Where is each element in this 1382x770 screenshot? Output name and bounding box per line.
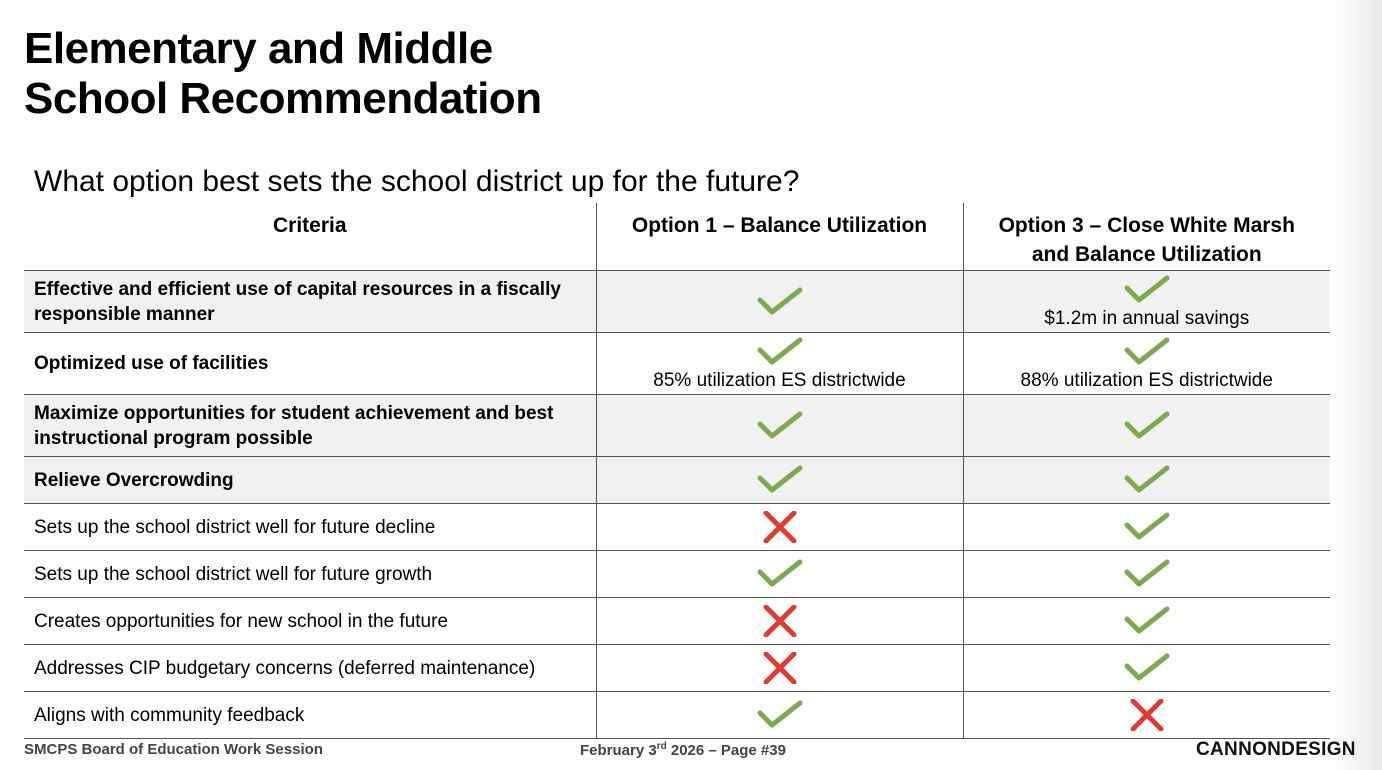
check-icon [1124,465,1170,493]
table-row: Sets up the school district well for fut… [24,550,1330,598]
criteria-cell: Relieve Overcrowding [24,456,596,504]
check-icon [757,465,802,493]
option-3-cell [962,456,1330,504]
criteria-cell: Addresses CIP budgetary concerns (deferr… [24,644,596,692]
header-option-1: Option 1 – Balance Utilization [595,203,963,271]
criteria-comparison-table: Criteria Option 1 – Balance Utilization … [24,203,1330,739]
footer-date-suffix-sup: rd [656,741,667,752]
cell-note: 88% utilization ES districtwide [1020,369,1273,391]
check-icon [1124,411,1170,438]
check-icon [1124,275,1170,302]
table-body: Effective and efficient use of capital r… [24,270,1330,739]
check-icon [1124,606,1170,634]
check-icon [1124,337,1170,364]
criteria-cell: Sets up the school district well for fut… [24,503,596,551]
option-3-cell: $1.2m in annual savings [962,270,1330,333]
criteria-cell: Effective and efficient use of capital r… [24,270,596,333]
check-icon [1124,653,1170,681]
table-row: Relieve Overcrowding [24,456,1330,504]
option-1-cell [595,270,963,333]
option-1-cell: 85% utilization ES districtwide [595,332,963,395]
table-row: Effective and efficient use of capital r… [24,270,1330,333]
criteria-cell: Sets up the school district well for fut… [24,550,596,598]
check-icon [757,700,802,728]
criteria-cell: Optimized use of facilities [24,332,596,395]
criteria-cell: Creates opportunities for new school in … [24,597,596,645]
table-row: Addresses CIP budgetary concerns (deferr… [24,644,1330,692]
footer-date-page-text: 2026 – Page #39 [666,742,786,759]
option-1-cell [595,503,963,551]
check-icon [757,287,802,314]
option-1-cell [595,550,963,598]
option-3-cell [962,550,1330,598]
footer-session-label: SMCPS Board of Education Work Session [24,741,323,758]
option-3-cell: 88% utilization ES districtwide [962,332,1330,395]
option-3-cell [962,394,1330,457]
footer-date-page: February 3rd 2026 – Page #39 [580,741,786,759]
check-icon [757,337,802,364]
table-header-row: Criteria Option 1 – Balance Utilization … [24,203,1330,271]
cell-note: 85% utilization ES districtwide [653,369,906,391]
option-3-cell [962,691,1330,739]
table-row: Sets up the school district well for fut… [24,503,1330,551]
criteria-cell: Aligns with community feedback [24,691,596,739]
cross-icon [763,605,796,637]
option-1-cell [595,456,963,504]
check-icon [1124,512,1170,540]
cannondesign-logo: CANNONDESIGN [1196,739,1356,760]
option-1-cell [595,644,963,692]
option-1-cell [595,597,963,645]
table-row: Optimized use of facilities 85% utilizati… [24,332,1330,395]
check-icon [1124,559,1170,587]
slide-edge-shade [1332,0,1382,770]
slide-subtitle: What option best sets the school distric… [34,165,800,198]
table-row: Aligns with community feedback [24,691,1330,739]
title-line-1: Elementary and Middle [24,24,493,73]
criteria-cell: Maximize opportunities for student achie… [24,394,596,457]
option-3-cell [962,597,1330,645]
check-icon [757,559,802,587]
header-criteria: Criteria [24,203,596,271]
slide-title: Elementary and Middle School Recommendat… [24,24,542,124]
table-row: Maximize opportunities for student achie… [24,394,1330,457]
footer-date-prefix: February 3 [580,742,657,759]
header-option-3: Option 3 – Close White Marsh and Balance… [962,203,1330,271]
header-option-3-line-2: and Balance Utilization [1031,243,1262,266]
option-3-cell [962,644,1330,692]
option-1-cell [595,394,963,457]
check-icon [757,411,802,438]
cross-icon [763,652,796,684]
option-1-cell [595,691,963,739]
cross-icon [1130,699,1164,731]
table-row: Creates opportunities for new school in … [24,597,1330,645]
cell-note: $1.2m in annual savings [1044,307,1250,329]
option-3-cell [962,503,1330,551]
cross-icon [763,511,796,543]
title-line-2: School Recommendation [24,74,542,123]
header-option-3-line-1: Option 3 – Close White Marsh [998,214,1295,237]
